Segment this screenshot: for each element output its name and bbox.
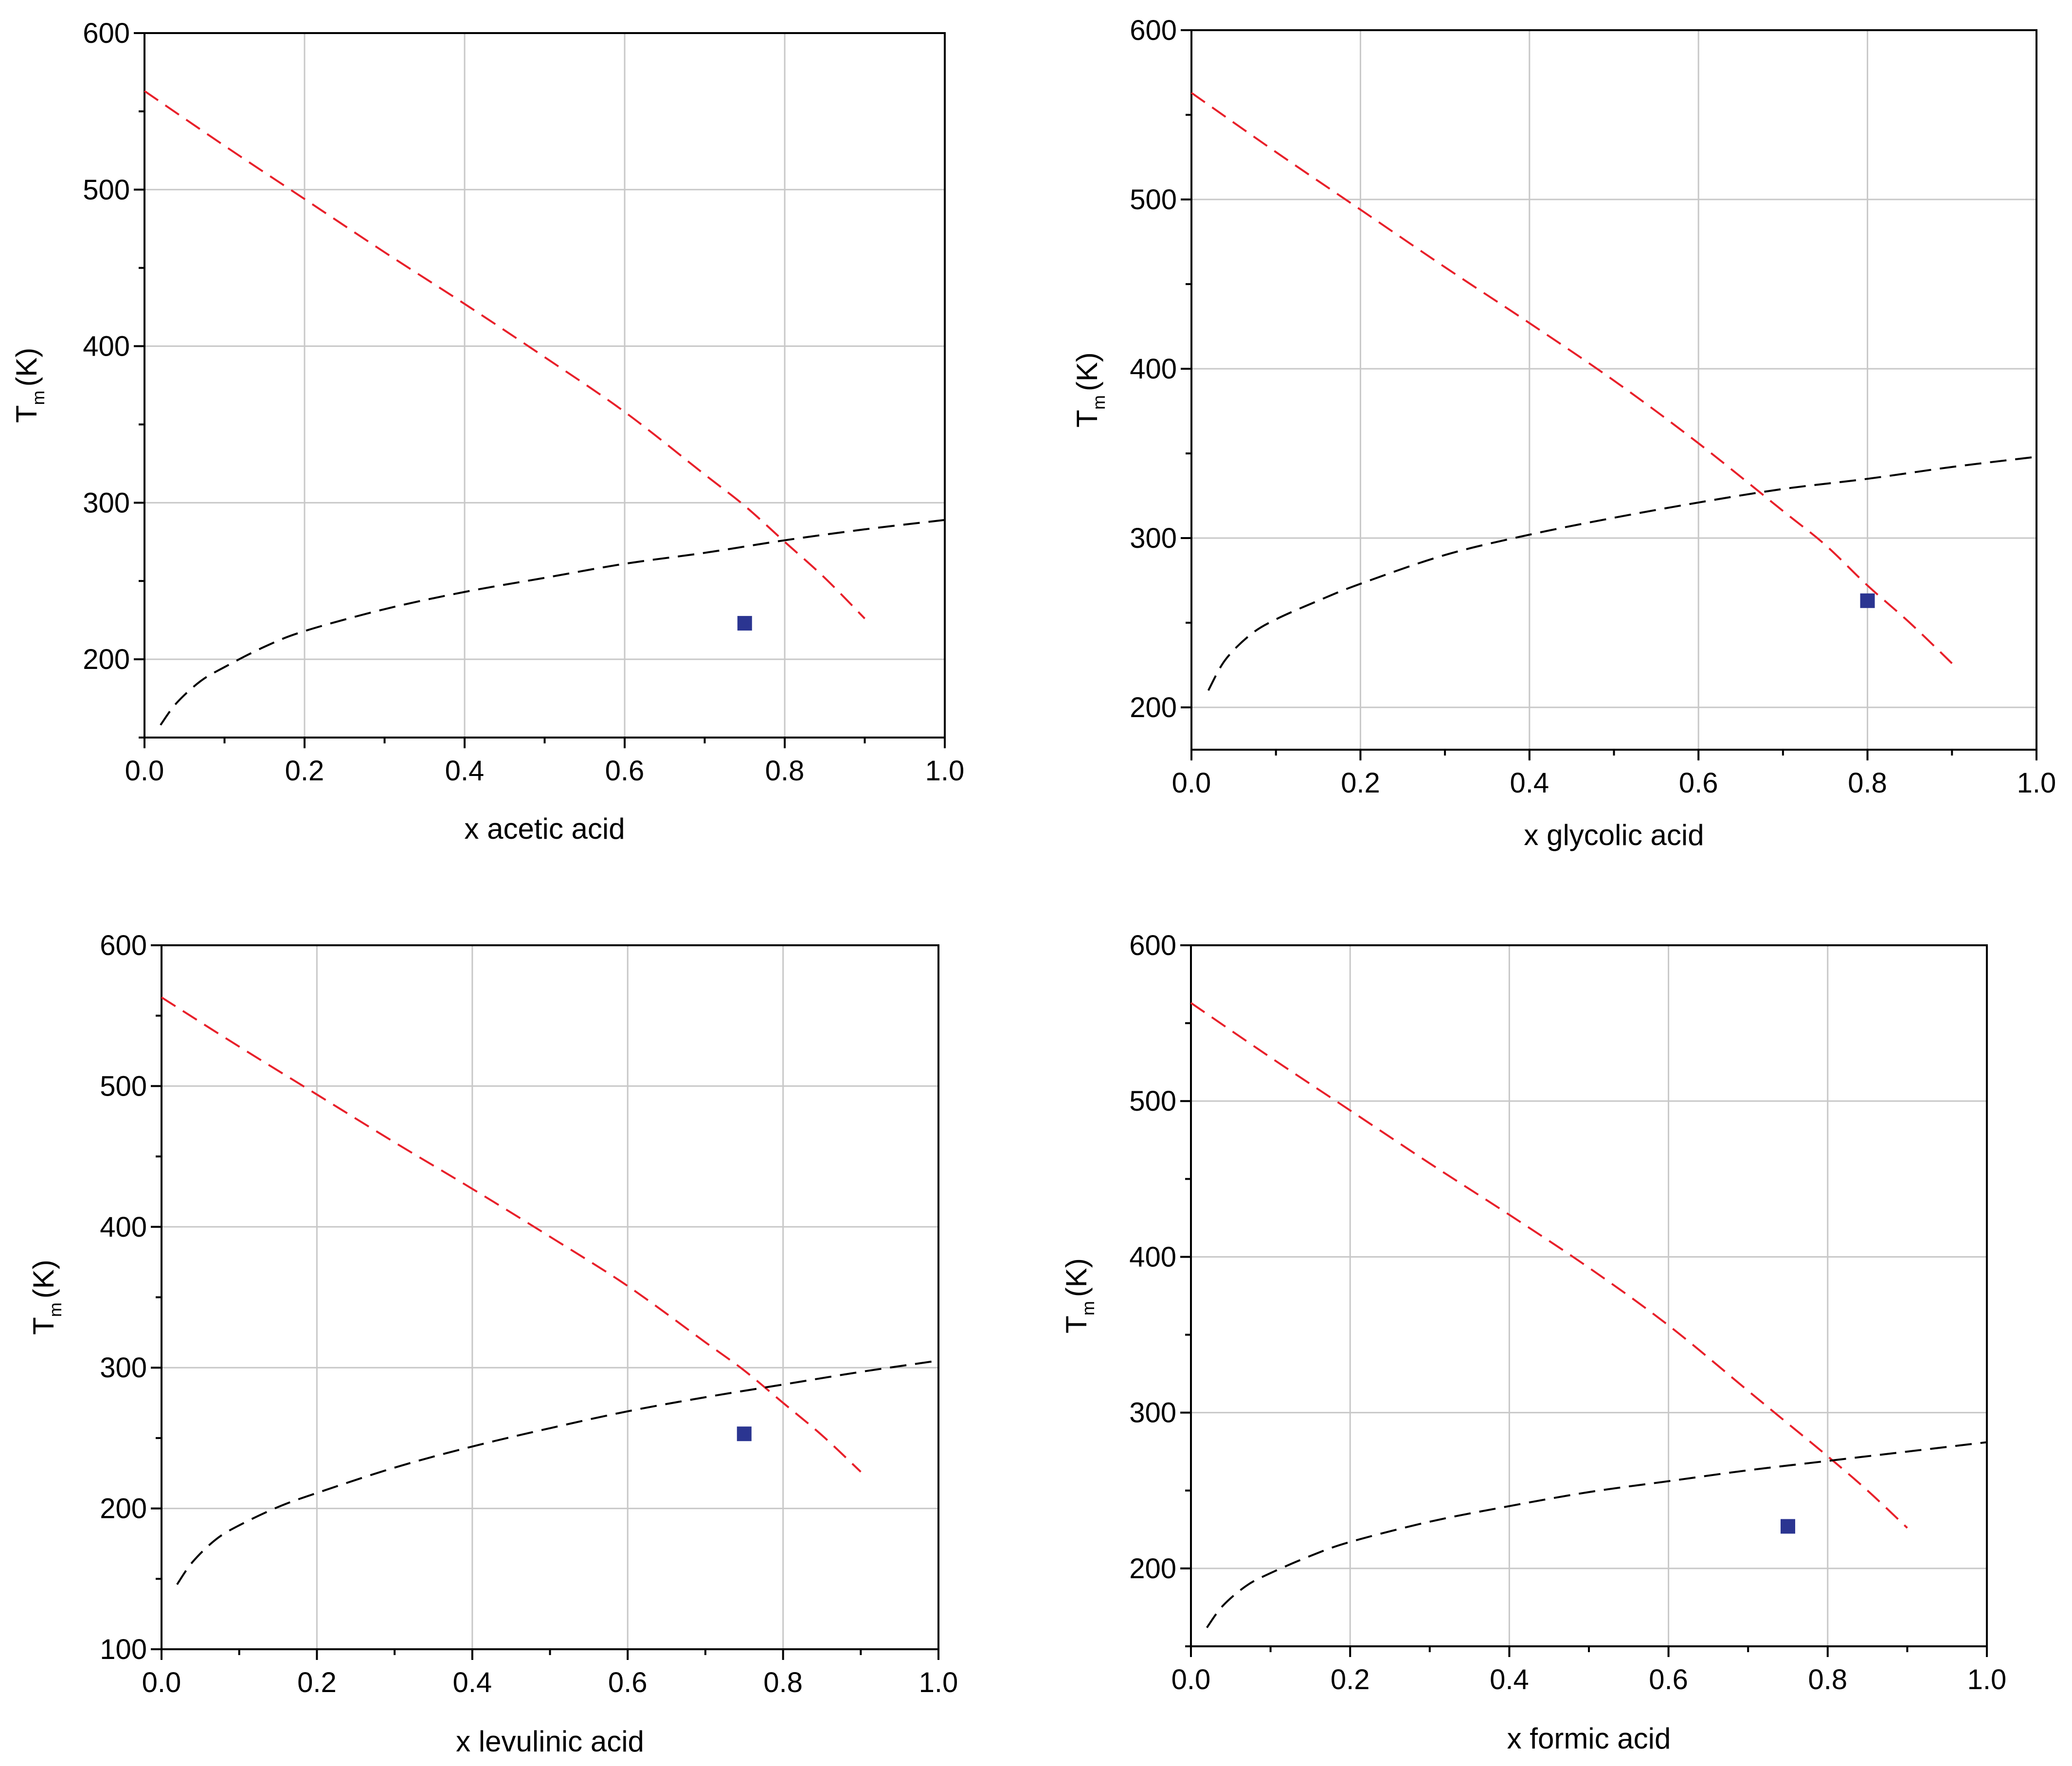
y-axis-subscript: m <box>45 1302 65 1317</box>
data-point-marker <box>737 1426 752 1442</box>
x-tick-label: 1.0 <box>925 755 965 787</box>
x-tick-label: 0.0 <box>142 1667 181 1698</box>
y-tick-label: 600 <box>1130 15 1177 46</box>
y-tick-label: 300 <box>100 1352 147 1384</box>
chart-panel-bottom-left: 0.0 0.2 0.4 0.6 0.8 1.0 100 200 300 400 500 600 x le… <box>27 930 958 1758</box>
y-axis-title: Tm (K) <box>1071 352 1109 428</box>
y-axis-subscript: m <box>1089 395 1109 410</box>
x-tick-label: 0.2 <box>297 1667 337 1698</box>
y-tick-label: 600 <box>100 930 147 961</box>
y-tick-label: 100 <box>100 1634 147 1665</box>
x-tick-label: 0.6 <box>608 1667 648 1698</box>
y-axis-subscript: m <box>1078 1301 1098 1315</box>
black-dashed-curve <box>176 1359 939 1586</box>
x-tick-label: 0.6 <box>1679 767 1718 799</box>
x-axis-title: x acetic acid <box>464 812 625 845</box>
y-axis-title: Tm (K) <box>1060 1258 1098 1334</box>
red-dashed-curve <box>144 90 865 619</box>
x-tick-label: 1.0 <box>2017 767 2056 799</box>
y-tick-label: 600 <box>1129 930 1176 961</box>
black-dashed-curve <box>1206 1441 1987 1628</box>
y-axis-unit: (K) <box>1060 1258 1093 1297</box>
x-tick-label: 0.4 <box>1510 767 1549 799</box>
x-axis-title: x levulinic acid <box>456 1725 644 1758</box>
y-tick-label: 200 <box>100 1493 147 1525</box>
chart-panel-top-left: 0.0 0.2 0.4 0.6 0.8 1.0 200 300 400 500 600 x aceti… <box>10 18 964 845</box>
y-tick-label: 200 <box>1130 692 1177 723</box>
x-tick-label: 0.6 <box>605 755 645 787</box>
y-axis-title: Tm (K) <box>27 1260 65 1335</box>
chart-panel-bottom-right: 0.0 0.2 0.4 0.6 0.8 1.0 200 300 400 500 600 x formi… <box>1060 930 2006 1755</box>
black-dashed-curve <box>160 519 945 726</box>
x-tick-label: 0.4 <box>452 1667 492 1698</box>
x-tick-label: 0.0 <box>125 755 164 787</box>
x-tick-label: 0.6 <box>1649 1664 1688 1695</box>
x-axis-title: x glycolic acid <box>1524 819 1704 851</box>
y-axis-symbol: T <box>10 405 43 423</box>
chart-panel-top-right: 0.0 0.2 0.4 0.6 0.8 1.0 200 300 400 500 600 x glyco… <box>1071 15 2056 851</box>
x-tick-label: 0.0 <box>1172 767 1211 799</box>
y-axis-unit: (K) <box>10 348 43 387</box>
y-tick-label: 500 <box>1129 1085 1176 1117</box>
y-axis-title: Tm (K) <box>10 348 48 423</box>
y-axis-symbol: T <box>1071 410 1103 428</box>
data-point-marker <box>1860 593 1875 608</box>
y-tick-label: 400 <box>1130 353 1177 385</box>
y-tick-label: 200 <box>83 644 130 675</box>
x-tick-label: 0.8 <box>1848 767 1887 799</box>
x-tick-label: 0.4 <box>1490 1664 1529 1695</box>
y-tick-label: 300 <box>83 487 130 519</box>
y-tick-label: 400 <box>1129 1241 1176 1273</box>
y-tick-label: 500 <box>1130 184 1177 216</box>
y-axis-unit: (K) <box>1071 352 1103 391</box>
x-tick-label: 0.0 <box>1171 1664 1211 1695</box>
x-tick-label: 0.8 <box>1808 1664 1847 1695</box>
y-tick-label: 300 <box>1130 523 1177 554</box>
x-tick-label: 1.0 <box>919 1667 958 1698</box>
x-axis-title: x formic acid <box>1507 1722 1671 1755</box>
data-point-marker <box>1781 1519 1795 1534</box>
red-dashed-curve <box>1190 92 1953 664</box>
y-tick-label: 500 <box>83 174 130 206</box>
y-tick-label: 200 <box>1129 1553 1176 1585</box>
y-tick-label: 400 <box>100 1211 147 1243</box>
x-tick-label: 0.8 <box>763 1667 803 1698</box>
data-point-marker <box>737 616 752 631</box>
y-tick-label: 400 <box>83 331 130 362</box>
red-dashed-curve <box>161 996 862 1473</box>
x-tick-label: 0.8 <box>765 755 805 787</box>
red-dashed-curve <box>1190 1002 1908 1529</box>
x-tick-label: 0.2 <box>1331 1664 1370 1695</box>
x-tick-label: 0.4 <box>445 755 485 787</box>
x-tick-label: 1.0 <box>1967 1664 2007 1695</box>
y-axis-symbol: T <box>1060 1315 1093 1334</box>
x-tick-label: 0.2 <box>285 755 324 787</box>
x-tick-label: 0.2 <box>1341 767 1380 799</box>
y-axis-unit: (K) <box>27 1260 60 1298</box>
y-axis-symbol: T <box>27 1317 60 1335</box>
y-tick-label: 500 <box>100 1070 147 1102</box>
y-tick-label: 300 <box>1129 1397 1176 1429</box>
y-axis-subscript: m <box>28 391 48 405</box>
y-tick-label: 600 <box>83 18 130 49</box>
black-dashed-curve <box>1207 455 2037 691</box>
